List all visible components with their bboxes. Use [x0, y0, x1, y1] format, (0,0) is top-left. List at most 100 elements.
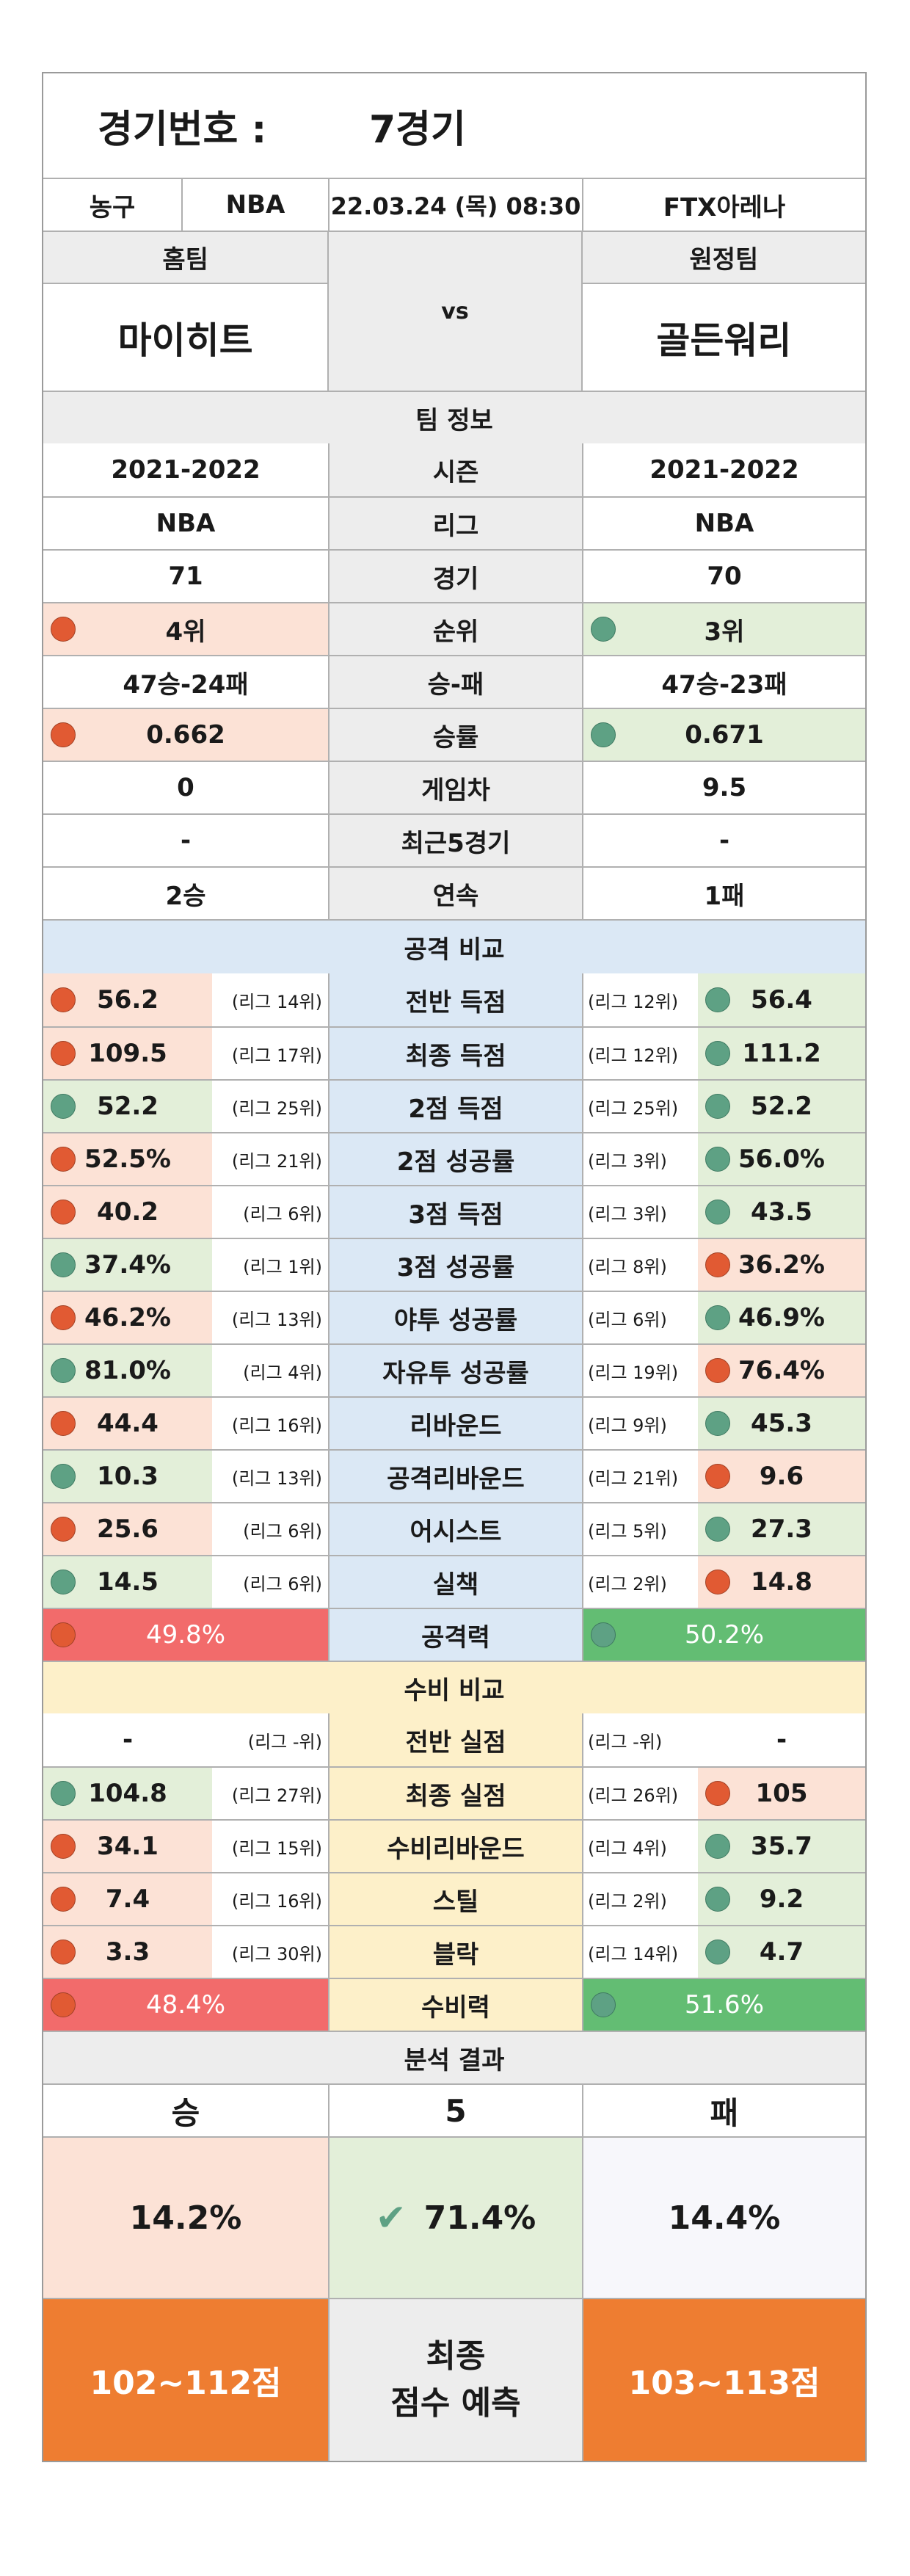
- team-info-home: NBA: [43, 498, 328, 549]
- attack-power-away: 50.2%: [684, 1620, 764, 1650]
- home-dot: [51, 1570, 76, 1594]
- attack-home-rank: (리그 6위): [212, 1503, 328, 1555]
- attack-home-value: 109.5: [43, 1028, 212, 1079]
- defense-home-text: 7.4: [105, 1884, 150, 1914]
- attack-away-text: 36.2%: [738, 1250, 825, 1280]
- defense-title: 수비 비교: [43, 1662, 865, 1713]
- check-icon: ✔: [375, 2196, 407, 2239]
- attack-home-text: 56.2: [97, 985, 159, 1015]
- home-dot: [51, 1041, 76, 1066]
- attack-away-rank: (리그 21위): [582, 1451, 698, 1502]
- team-info-away-value: 1패: [704, 881, 745, 911]
- attack-away-value: 14.8: [698, 1556, 865, 1608]
- away-dot: [591, 1622, 616, 1647]
- attack-row: 109.5 (리그 17위) 최종 득점 (리그 12위) 111.2: [43, 1026, 865, 1079]
- home-dot: [51, 987, 76, 1012]
- home-dot: [51, 1781, 76, 1806]
- defense-power-label: 수비력: [328, 1979, 582, 2031]
- attack-home-text: 52.2: [97, 1092, 159, 1121]
- away-dot: [705, 1305, 730, 1330]
- attack-away-value: 43.5: [698, 1186, 865, 1238]
- team-info-away-value: NBA: [694, 509, 754, 538]
- attack-label: 3점 성공률: [328, 1239, 582, 1291]
- away-label: 원정팀: [582, 232, 866, 283]
- team-info-away-value: -: [718, 826, 730, 855]
- league: NBA: [181, 179, 328, 231]
- attack-home-rank: (리그 17위): [212, 1028, 328, 1079]
- team-info-label: 경기: [328, 551, 582, 602]
- attack-label: 자유투 성공률: [328, 1345, 582, 1396]
- attack-home-rank: (리그 16위): [212, 1398, 328, 1449]
- team-info-home: 0: [43, 762, 328, 813]
- defense-away-text: 4.7: [759, 1937, 804, 1967]
- attack-home-text: 46.2%: [84, 1303, 171, 1332]
- away-team: 골든워리: [582, 283, 866, 391]
- away-dot: [705, 1252, 730, 1277]
- attack-home-text: 109.5: [88, 1039, 167, 1068]
- attack-home-text: 25.6: [97, 1514, 159, 1544]
- attack-home-value: 52.2: [43, 1081, 212, 1132]
- attack-label: 최종 득점: [328, 1028, 582, 1079]
- defense-away-value: 9.2: [698, 1873, 865, 1925]
- attack-away-text: 14.8: [751, 1567, 812, 1597]
- info-row: 농구 NBA 22.03.24 (목) 08:30 FTX아레나: [43, 178, 865, 231]
- team-info-row: 4위 순위 3위: [43, 602, 865, 655]
- defense-label: 수비리바운드: [328, 1821, 582, 1872]
- attack-away-rank: (리그 19위): [582, 1345, 698, 1396]
- attack-home-rank: (리그 1위): [212, 1239, 328, 1291]
- attack-home-value: 56.2: [43, 973, 212, 1026]
- team-info-home-value: 47승-24패: [123, 670, 249, 700]
- attack-home-value: 46.2%: [43, 1292, 212, 1343]
- defense-away-text: 35.7: [751, 1832, 812, 1861]
- team-info-row: 0 게임차 9.5: [43, 761, 865, 813]
- defense-label: 최종 실점: [328, 1768, 582, 1819]
- attack-home-rank: (리그 13위): [212, 1451, 328, 1502]
- attack-away-rank: (리그 9위): [582, 1398, 698, 1449]
- attack-away-text: 52.2: [751, 1092, 812, 1121]
- attack-away-rank: (리그 25위): [582, 1081, 698, 1132]
- home-dot: [51, 722, 76, 747]
- attack-row: 37.4% (리그 1위) 3점 성공률 (리그 8위) 36.2%: [43, 1238, 865, 1291]
- attack-away-value: 56.0%: [698, 1133, 865, 1185]
- team-info-away-value: 0.671: [685, 720, 764, 750]
- away-score-range: 103~113점: [582, 2299, 865, 2461]
- team-info-home-value: 2승: [165, 881, 206, 911]
- team-info-away-value: 2021-2022: [649, 455, 799, 485]
- defense-header: 수비 비교: [43, 1661, 865, 1713]
- defense-home-rank: (리그 15위): [212, 1821, 328, 1872]
- defense-away-rank: (리그 2위): [582, 1873, 698, 1925]
- defense-home-rank: (리그 27위): [212, 1768, 328, 1819]
- attack-home-value: 40.2: [43, 1186, 212, 1238]
- venue: FTX아레나: [582, 179, 865, 231]
- win-label: 승: [43, 2085, 328, 2136]
- attack-power-label: 공격력: [328, 1609, 582, 1661]
- home-dot: [51, 1094, 76, 1119]
- attack-power-home: 49.8%: [145, 1620, 225, 1650]
- attack-home-value: 37.4%: [43, 1239, 212, 1291]
- attack-row: 25.6 (리그 6위) 어시스트 (리그 5위) 27.3: [43, 1502, 865, 1555]
- attack-row: 40.2 (리그 6위) 3점 득점 (리그 3위) 43.5: [43, 1185, 865, 1238]
- away-dot: [705, 1200, 730, 1224]
- defense-home-rank: (리그 16위): [212, 1873, 328, 1925]
- result-percentages: 14.2% ✔ 71.4% 14.4%: [43, 2136, 865, 2298]
- defense-away-rank: (리그 4위): [582, 1821, 698, 1872]
- away-dot: [705, 1358, 730, 1383]
- team-info-label: 시즌: [328, 443, 582, 496]
- team-info-home: -: [43, 815, 328, 866]
- defense-away-text: -: [776, 1725, 787, 1755]
- team-info-away: 3위: [582, 603, 865, 655]
- win-percent: 14.2%: [43, 2138, 328, 2298]
- defense-row: 3.3 (리그 30위) 블락 (리그 14위) 4.7: [43, 1925, 865, 1978]
- attack-away-value: 27.3: [698, 1503, 865, 1555]
- team-info-home: 4위: [43, 603, 328, 655]
- attack-away-text: 76.4%: [738, 1356, 825, 1385]
- attack-label: 2점 득점: [328, 1081, 582, 1132]
- team-info-away-value: 9.5: [702, 773, 747, 802]
- team-info-title: 팀 정보: [43, 392, 865, 443]
- attack-away-text: 46.9%: [738, 1303, 825, 1332]
- defense-away-text: 105: [755, 1779, 808, 1808]
- defense-label: 전반 실점: [328, 1713, 582, 1766]
- team-info-away-value: 3위: [704, 617, 745, 647]
- result-title: 분석 결과: [43, 2032, 865, 2083]
- home-dot: [51, 1200, 76, 1224]
